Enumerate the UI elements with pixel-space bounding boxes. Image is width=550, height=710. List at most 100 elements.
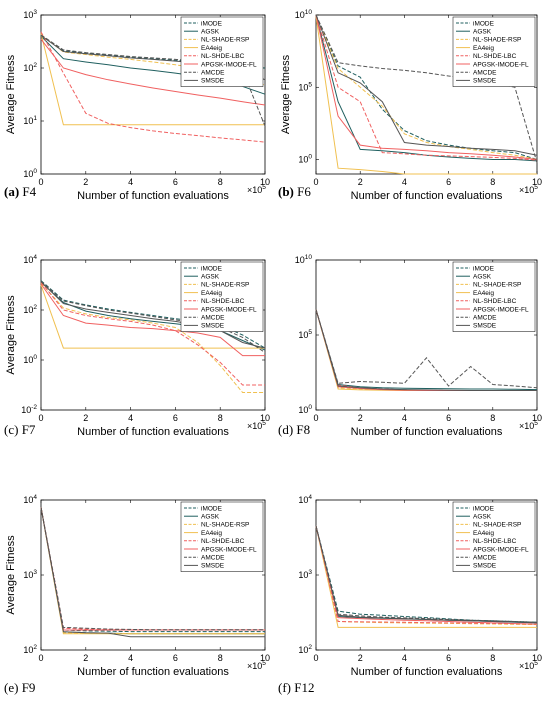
x-tick-label: 0 [38,653,43,663]
legend-entry: EA4eig [201,290,222,297]
series-line-smsde [40,281,266,349]
legend-entry: EA4eig [473,45,494,52]
chart-panel-f4: 0 2 4 6 8 10 100 101 102 103 Number of function ev… [4,9,270,202]
x-axis-multiplier: ×105 [247,420,266,431]
legend-entry: EA4eig [201,530,222,537]
y-tick-label: 100 [23,168,37,179]
legend-entry: APGSK-IMODE-FL [473,306,529,313]
y-tick-label: 104 [23,494,37,505]
x-axis-label: Number of function evaluations [77,666,229,678]
legend: iMODE AGSKNL-SHADE-RSPEA4eigNL-SHDE-LBCAP… [452,501,536,572]
y-tick-label: 103 [298,569,312,580]
legend-entry: SMSDE [473,78,497,85]
panel-caption: (b) F6 [278,184,311,199]
x-tick-label: 4 [402,177,407,187]
panel-caption: (e) F9 [4,680,35,695]
x-axis-label: Number of function evaluations [77,426,229,438]
legend-entry: SMSDE [201,563,225,570]
legend-entry: NL-SHDE-LBC [473,538,517,545]
x-tick-label: 4 [128,413,133,423]
legend-entry: iMODE [473,20,495,27]
series-line-nl-shade-rsp [315,525,538,626]
x-tick-label: 6 [446,653,451,663]
legend-entry: NL-SHDE-LBC [473,298,517,305]
y-tick-label: 104 [298,494,312,505]
legend-entry: EA4eig [201,45,222,52]
legend-entry: NL-SHADE-RSP [473,37,521,44]
series-line-amcde [40,507,265,631]
series-line-nl-shde-lbc [40,31,266,143]
x-axis-multiplier: ×105 [519,660,538,671]
legend-entry: iMODE [473,505,495,512]
legend-entry: iMODE [473,265,495,272]
series-line-imode [40,507,265,633]
series-line-apgsk-imode-fl [40,38,266,106]
x-tick-label: 8 [218,177,223,187]
x-tick-label: 0 [38,413,43,423]
x-tick-label: 8 [490,177,495,187]
y-axis-label: Average Fitness [5,295,17,375]
x-tick-label: 10 [260,177,270,187]
series-line-amcde [315,309,538,389]
y-tick-label: 10-2 [21,404,37,415]
x-tick-label: 6 [173,653,178,663]
x-axis-label: Number of function evaluations [351,190,503,202]
y-tick-label: 103 [23,9,37,20]
x-tick-label: 6 [173,413,178,423]
legend-entry: NL-SHADE-RSP [473,282,521,289]
y-tick-label: 101 [23,115,37,126]
x-tick-label: 2 [358,177,363,187]
panel-caption: (c) F7 [4,422,36,437]
legend: iMODE AGSKNL-SHADE-RSPEA4eigNL-SHDE-LBCAP… [452,261,536,332]
series-line-imode [315,525,538,623]
y-tick-label: 105 [298,329,312,340]
legend-entry: NL-SHDE-LBC [473,53,517,60]
x-tick-label: 2 [358,413,363,423]
x-tick-label: 4 [128,177,133,187]
x-tick-label: 8 [490,653,495,663]
series-line-ea4eig [40,33,265,126]
y-axis-label: Average Fitness [5,54,17,134]
x-tick-label: 2 [358,653,363,663]
x-tick-label: 8 [218,413,223,423]
y-tick-label: 100 [23,354,37,365]
legend-entry: AGSK [201,29,220,36]
series-line-apgsk-imode-fl [40,283,265,357]
y-tick-label: 102 [23,644,37,655]
series-line-amcde [40,280,266,353]
legend-box [180,261,264,332]
legend-entry: AGSK [473,514,492,521]
series-line-imode [315,14,538,160]
series-line-smsde [315,525,538,624]
series-line-nl-shade-rsp [40,282,265,393]
x-axis-multiplier: ×105 [247,660,266,671]
legend-box [452,261,536,332]
legend-entry: SMSDE [473,563,497,570]
legend-box [452,501,536,572]
series-line-amcde [315,525,538,623]
x-tick-label: 0 [38,177,43,187]
y-tick-label: 102 [23,62,37,73]
legend-entry: APGSK-IMODE-FL [201,306,257,313]
series-line-nl-shde-lbc [315,14,538,161]
series-line-ea4eig [40,284,265,349]
x-tick-label: 8 [490,413,495,423]
x-tick-label: 2 [83,177,88,187]
legend-entry: AMCDE [473,315,497,322]
chart-panel-f6: 0 2 4 6 8 10 100 105 1010 Number of function eval… [278,9,542,202]
legend: iMODE AGSKNL-SHADE-RSPEA4eigNL-SHDE-LBCAP… [180,261,264,332]
y-axis-label: Average Fitness [280,54,292,134]
x-tick-label: 2 [83,413,88,423]
series-line-smsde [315,309,537,391]
y-axis-label: Average Fitness [5,535,17,615]
legend-entry: NL-SHDE-LBC [201,53,245,60]
x-tick-label: 2 [83,653,88,663]
chart-panel-f8: 0 2 4 6 8 10 100 105 1010 Number of function eval… [278,254,542,438]
y-tick-label: 102 [298,644,312,655]
legend-box [180,16,264,87]
series-line-apgsk-imode-fl [315,14,538,160]
series-line-smsde [40,507,265,638]
y-tick-label: 1010 [295,9,313,20]
x-axis-label: Number of function evaluations [351,426,503,438]
legend-entry: APGSK-IMODE-FL [201,546,257,553]
